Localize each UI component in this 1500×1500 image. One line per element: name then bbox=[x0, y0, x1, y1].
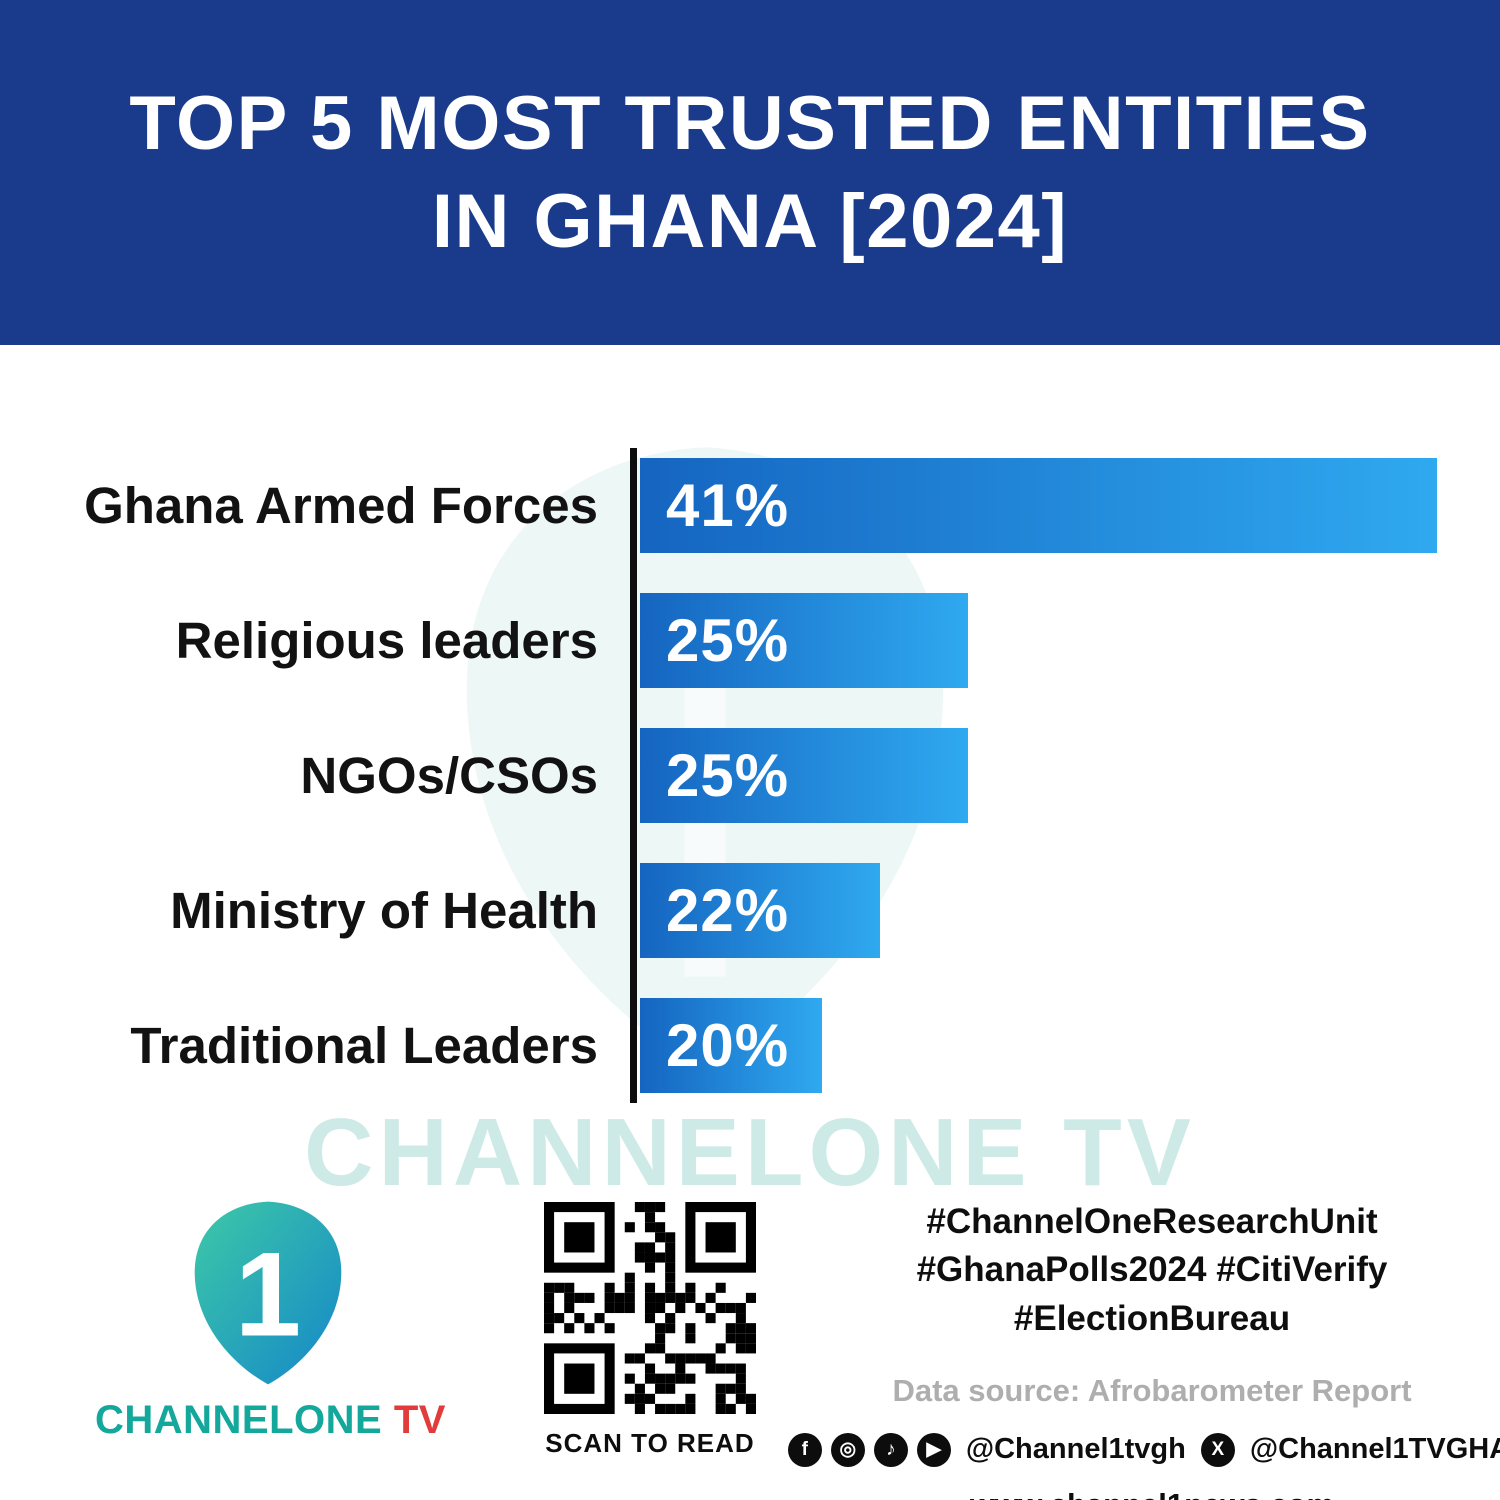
title-line-2: IN GHANA [2024] bbox=[431, 178, 1069, 264]
bar-value-label: 20% bbox=[666, 1012, 790, 1079]
bar-value-label: 25% bbox=[666, 742, 790, 809]
social-row: f ◎ ♪ ▶ @Channel1tvgh X @Channel1TVGHA bbox=[787, 1432, 1500, 1467]
x-icon: X bbox=[1200, 1432, 1235, 1467]
qr-code bbox=[544, 1202, 756, 1414]
social-handle-1: @Channel1tvgh bbox=[965, 1433, 1186, 1466]
bar: 20% bbox=[640, 998, 822, 1093]
channel-one-logo: 1 bbox=[194, 1201, 342, 1385]
watermark-text: CHANNELONE TV bbox=[304, 1099, 1196, 1206]
chart-row: Ministry of Health 22% bbox=[0, 863, 1437, 958]
category-label: Traditional Leaders bbox=[130, 1017, 598, 1074]
chart-row: Religious leaders 25% bbox=[0, 593, 1437, 688]
bar-value-label: 25% bbox=[666, 607, 790, 674]
category-label: Ghana Armed Forces bbox=[84, 477, 598, 534]
hashtag-line: #ElectionBureau bbox=[1013, 1298, 1291, 1338]
logo-wordmark-main: CHANNELONE bbox=[95, 1398, 383, 1442]
youtube-icon: ▶ bbox=[916, 1432, 951, 1467]
hashtag-line: #ChannelOneResearchUnit bbox=[926, 1202, 1378, 1241]
category-label: NGOs/CSOs bbox=[300, 747, 598, 804]
category-label: Ministry of Health bbox=[170, 882, 598, 939]
logo-wordmark: CHANNELONE TV bbox=[95, 1398, 445, 1443]
bar-track: 22% bbox=[640, 863, 1437, 958]
tiktok-icon: ♪ bbox=[873, 1432, 908, 1467]
logo-wordmark-tv: TV bbox=[382, 1398, 446, 1442]
data-source: Data source: Afrobarometer Report bbox=[892, 1372, 1412, 1408]
hashtag-line: #GhanaPolls2024 #CitiVerify bbox=[916, 1250, 1388, 1290]
social-handle-2: @Channel1TVGHA bbox=[1249, 1433, 1500, 1466]
page-title: TOP 5 MOST TRUSTED ENTITIES IN GHANA [20… bbox=[129, 75, 1370, 270]
bar: 22% bbox=[640, 863, 880, 958]
bar-track: 25% bbox=[640, 728, 1437, 823]
header-banner: TOP 5 MOST TRUSTED ENTITIES IN GHANA [20… bbox=[0, 0, 1500, 345]
bar-chart: Ghana Armed Forces 41% Religious leaders 25… bbox=[0, 458, 1437, 1133]
bar-track: 20% bbox=[640, 998, 1437, 1093]
chart-row: NGOs/CSOs 25% bbox=[0, 728, 1437, 823]
bar: 41% bbox=[640, 458, 1437, 553]
bar: 25% bbox=[640, 728, 969, 823]
chart-axis bbox=[630, 448, 637, 1103]
website-url: www.channel1news.com bbox=[852, 1487, 1452, 1500]
bar-value-label: 41% bbox=[666, 472, 790, 539]
title-line-1: TOP 5 MOST TRUSTED ENTITIES bbox=[129, 81, 1371, 167]
qr-caption: SCAN TO READ bbox=[545, 1428, 755, 1458]
bar-value-label: 22% bbox=[666, 877, 790, 944]
bar-track: 25% bbox=[640, 593, 1437, 688]
category-label: Religious leaders bbox=[175, 612, 598, 669]
footer-info: #ChannelOneResearchUnit #GhanaPolls2024 … bbox=[787, 1198, 1500, 1500]
bar: 25% bbox=[640, 593, 969, 688]
chart-row: Ghana Armed Forces 41% bbox=[0, 458, 1437, 553]
instagram-icon: ◎ bbox=[830, 1432, 865, 1467]
facebook-icon: f bbox=[787, 1432, 822, 1467]
chart-row: Traditional Leaders 20% bbox=[0, 998, 1437, 1093]
svg-text:1: 1 bbox=[235, 1229, 301, 1362]
bar-track: 41% bbox=[640, 458, 1437, 553]
